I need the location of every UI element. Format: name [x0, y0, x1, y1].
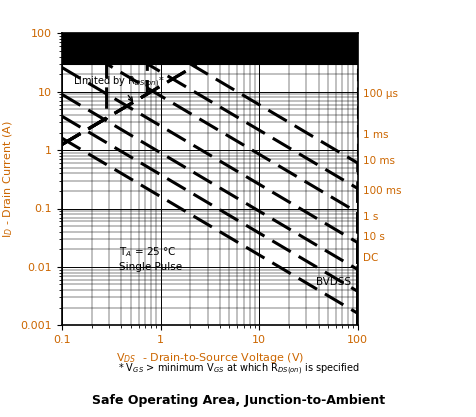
Text: DC: DC: [362, 254, 377, 264]
Text: 1 ms: 1 ms: [362, 130, 387, 140]
Text: 100 μs: 100 μs: [362, 89, 397, 99]
X-axis label: V$_{DS}$  - Drain-to-Source Voltage (V): V$_{DS}$ - Drain-to-Source Voltage (V): [116, 351, 303, 364]
Text: T$_A$ = 25 °C
Single Pulse: T$_A$ = 25 °C Single Pulse: [119, 245, 182, 272]
Text: 100 ms: 100 ms: [362, 186, 400, 196]
Text: Safe Operating Area, Junction-to-Ambient: Safe Operating Area, Junction-to-Ambient: [92, 394, 384, 407]
Text: * V$_{GS}$ > minimum V$_{GS}$ at which R$_{DS(on)}$ is specified: * V$_{GS}$ > minimum V$_{GS}$ at which R…: [117, 362, 359, 377]
Text: BVDSS: BVDSS: [316, 277, 351, 287]
Text: 10 s: 10 s: [362, 231, 384, 241]
Text: 10 ms: 10 ms: [362, 156, 394, 166]
Bar: [62, 33, 357, 64]
Y-axis label: I$_D$ - Drain Current (A): I$_D$ - Drain Current (A): [1, 121, 15, 238]
Text: Limited by R$_{DS(on)}$*: Limited by R$_{DS(on)}$*: [73, 75, 165, 101]
Text: 1 s: 1 s: [362, 212, 377, 222]
